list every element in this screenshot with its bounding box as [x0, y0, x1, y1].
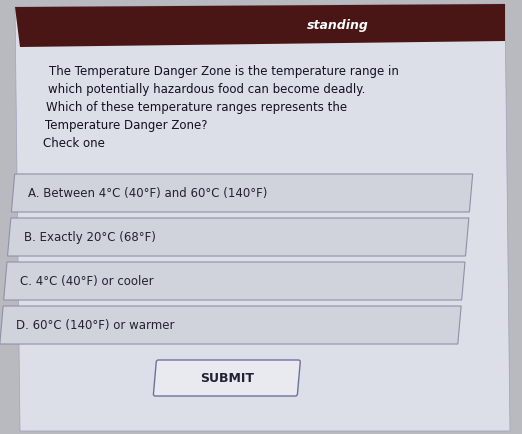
Polygon shape [0, 306, 461, 344]
Polygon shape [15, 5, 510, 431]
Text: The Temperature Danger Zone is the temperature range in: The Temperature Danger Zone is the tempe… [49, 65, 399, 78]
Text: D. 60°C (140°F) or warmer: D. 60°C (140°F) or warmer [17, 319, 175, 332]
Polygon shape [15, 5, 505, 48]
Text: Which of these temperature ranges represents the: Which of these temperature ranges repres… [46, 101, 347, 114]
Text: which potentially hazardous food can become deadly.: which potentially hazardous food can bec… [48, 83, 365, 96]
Text: SUBMIT: SUBMIT [200, 372, 254, 385]
Text: standing: standing [307, 20, 369, 33]
Polygon shape [7, 218, 469, 256]
Text: A. Between 4°C (40°F) and 60°C (140°F): A. Between 4°C (40°F) and 60°C (140°F) [28, 187, 267, 200]
Text: B. Exactly 20°C (68°F): B. Exactly 20°C (68°F) [24, 231, 156, 244]
FancyBboxPatch shape [153, 360, 300, 396]
Text: Temperature Danger Zone?: Temperature Danger Zone? [44, 119, 207, 132]
Polygon shape [4, 263, 465, 300]
Polygon shape [11, 174, 473, 213]
Text: Check one: Check one [43, 137, 105, 150]
Text: C. 4°C (40°F) or cooler: C. 4°C (40°F) or cooler [20, 275, 154, 288]
